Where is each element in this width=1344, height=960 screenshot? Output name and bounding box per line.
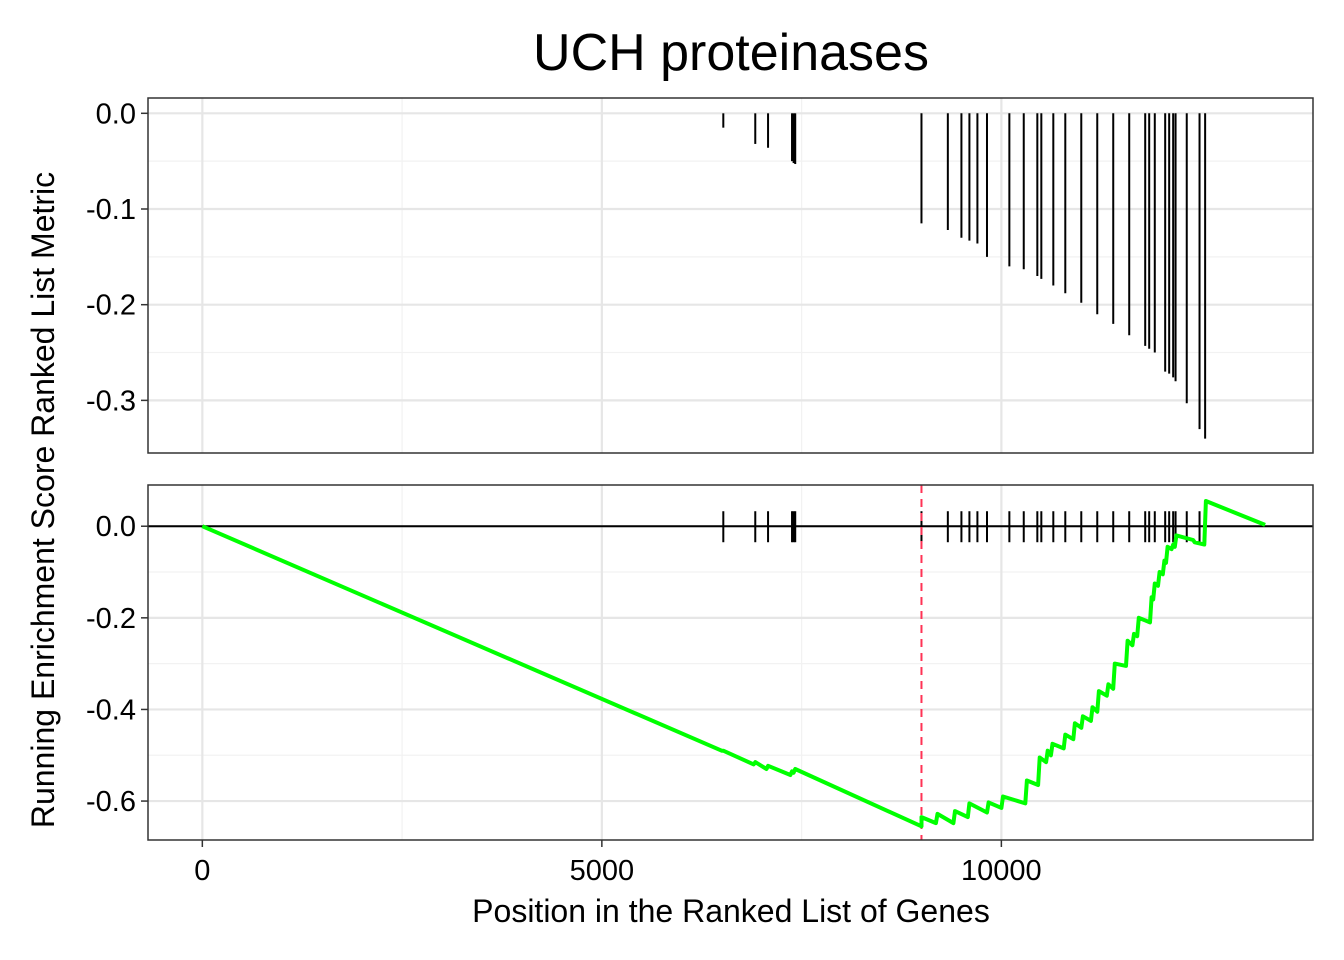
enrichment-y-tick-label: -0.6 xyxy=(86,786,136,818)
enrichment-panel-background xyxy=(148,485,1313,840)
enrichment-y-ticks: 0.0 -0.2 -0.4 -0.6 xyxy=(86,511,148,818)
enrichment-panel-border xyxy=(147,484,1314,841)
metric-panel-background xyxy=(148,98,1313,453)
x-axis-title: Position in the Ranked List of Genes xyxy=(472,893,990,929)
enrichment-score-line xyxy=(201,499,1266,829)
x-tick-label: 10000 xyxy=(961,855,1042,887)
enrichment-content xyxy=(148,485,1313,840)
metric-y-tick-label: -0.2 xyxy=(86,290,136,322)
enrichment-y-tick-label: -0.2 xyxy=(86,603,136,635)
metric-panel: 0.0 -0.1 -0.2 -0.3 xyxy=(86,97,1314,454)
x-tick-label: 0 xyxy=(194,855,210,887)
metric-grid xyxy=(148,98,1313,453)
metric-panel-border xyxy=(147,97,1314,454)
enrichment-y-tick-label: 0.0 xyxy=(96,511,136,543)
chart-title: UCH proteinases xyxy=(533,24,929,82)
metric-y-tick-label: 0.0 xyxy=(96,98,136,130)
x-tick-label: 5000 xyxy=(570,855,635,887)
y-axis-title: Running Enrichment Score Ranked List Met… xyxy=(25,172,61,828)
metric-y-ticks: 0.0 -0.1 -0.2 -0.3 xyxy=(86,98,148,417)
enrichment-panel: 0.0 -0.2 -0.4 -0.6 xyxy=(86,484,1314,841)
enrichment-y-tick-label: -0.4 xyxy=(86,694,136,726)
metric-y-tick-label: -0.1 xyxy=(86,194,136,226)
metric-bars xyxy=(722,113,1207,439)
metric-y-tick-label: -0.3 xyxy=(86,385,136,417)
x-axis-ticks: 0 5000 10000 xyxy=(194,840,1042,887)
